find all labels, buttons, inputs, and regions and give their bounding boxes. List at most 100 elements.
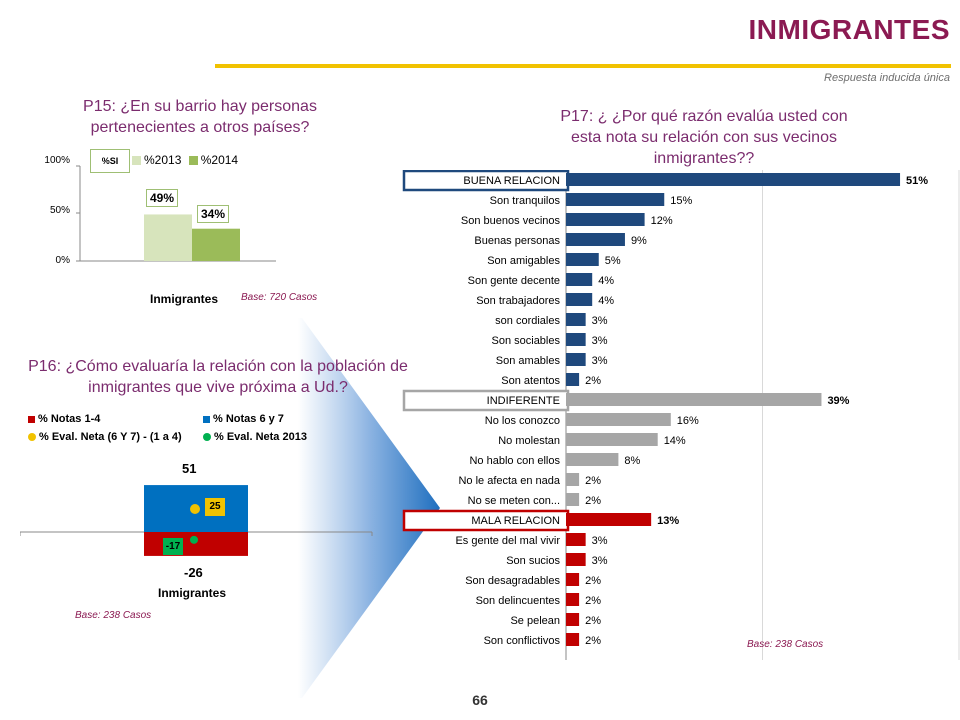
p17-value-label: 3% — [592, 315, 608, 327]
p17-category-label: No le afecta en nada — [458, 475, 560, 487]
p17-bar — [566, 353, 586, 366]
p15-si-badge: %SI — [90, 149, 130, 173]
p16-legend-neta: % Eval. Neta (6 Y 7) - (1 a 4) — [28, 431, 182, 443]
p17-value-label: 2% — [585, 595, 601, 607]
p17-value-label: 14% — [664, 435, 686, 447]
arrow-graphic — [298, 318, 440, 698]
p17-value-label: 12% — [651, 215, 673, 227]
p17-category-label: Es gente del mal vivir — [455, 535, 560, 547]
p15-chart — [76, 165, 276, 262]
p16-legend-notas14-label: % Notas 1-4 — [38, 413, 101, 425]
p17-value-label: 8% — [624, 455, 640, 467]
p16-legend-notas67: % Notas 6 y 7 — [203, 413, 284, 425]
p17-category-label: BUENA RELACION — [463, 175, 560, 187]
arrow-shape — [298, 318, 440, 698]
p17-category-label: Son amables — [496, 355, 561, 367]
page-title: INMIGRANTES — [748, 14, 950, 45]
p16-legend-neta2013-label: % Eval. Neta 2013 — [214, 431, 307, 443]
p15-ytick-50: 50% — [49, 205, 70, 216]
p17-value-label: 2% — [585, 635, 601, 647]
p17-value-label: 9% — [631, 235, 647, 247]
p17-category-label: Son desagradables — [465, 575, 560, 587]
p17-bar — [566, 633, 580, 646]
p16-x-label: Inmigrantes — [158, 586, 227, 600]
p16-legend-notas14: % Notas 1-4 — [28, 413, 100, 425]
p16-bottom-label: -26 — [184, 565, 203, 580]
p15-value-label-2013: 49% — [146, 189, 179, 207]
p17-category-label: Son buenos vecinos — [461, 215, 561, 227]
p15-legend-2013-label: %2013 — [144, 153, 182, 167]
p17-category-label: Son sucios — [506, 555, 560, 567]
p17-bar — [566, 213, 645, 226]
p17-category-label: Son conflictivos — [484, 635, 561, 647]
p16-dot-eval-neta-2013 — [190, 535, 198, 544]
p17-value-label: 3% — [592, 555, 608, 567]
p16-neta-label: 25 — [205, 498, 225, 516]
p17-value-label: 4% — [598, 295, 614, 307]
p17-bar — [566, 413, 671, 426]
p17-bar — [566, 373, 580, 386]
p15-base: Base: 720 Casos — [241, 292, 318, 303]
p17-bar — [566, 553, 586, 566]
p15-bar-2013 — [144, 214, 192, 261]
p16-legend-neta2013: % Eval. Neta 2013 — [203, 431, 307, 443]
p17-value-label: 2% — [585, 575, 601, 587]
p15-question: P15: ¿En su barrio hay personas pertenec… — [83, 98, 317, 136]
p17-value-label: 2% — [585, 375, 601, 387]
p17-category-label: Son delincuentes — [476, 595, 561, 607]
p16-legend-neta-label: % Eval. Neta (6 Y 7) - (1 a 4) — [39, 431, 182, 443]
p16-legend-notas67-swatch — [203, 415, 210, 423]
p17-bar — [566, 573, 580, 586]
p16-base: Base: 238 Casos — [75, 610, 152, 621]
p15-legend: %2013 %2014 — [132, 153, 238, 167]
p17-bar — [566, 473, 580, 486]
page-number: 66 — [472, 692, 488, 708]
p17-bar — [566, 193, 665, 206]
p15-bar-2014 — [192, 228, 240, 261]
p17-category-label: Buenas personas — [474, 235, 560, 247]
p17-value-label: 4% — [598, 275, 614, 287]
p15-legend-2014-label: %2014 — [200, 153, 239, 167]
p17-value-label: 5% — [605, 255, 621, 267]
p17-category-label: Se pelean — [510, 615, 560, 627]
p17-value-label: 2% — [585, 495, 601, 507]
p17-bar — [566, 293, 593, 306]
p17-bar — [566, 493, 580, 506]
p17-category-label: son cordiales — [495, 315, 560, 327]
p15-ytick-100: 100% — [44, 155, 70, 166]
title-underline — [215, 64, 951, 68]
p17-chart: BUENA RELACION 51% Son tranquilos 15% Son bu… — [402, 170, 960, 660]
p16-neta2013-label: -17 — [163, 538, 183, 555]
p17-value-label: 3% — [592, 355, 608, 367]
p15-legend-2013-swatch — [132, 156, 141, 166]
p17-base: Base: 238 Casos — [747, 639, 824, 650]
p17-bar — [566, 233, 625, 246]
p17-value-label: 16% — [677, 415, 699, 427]
p17-value-label: 13% — [657, 515, 679, 527]
p17-category-label: Son sociables — [492, 335, 561, 347]
p17-category-label: Son trabajadores — [476, 295, 560, 307]
p17-category-label: No molestan — [498, 435, 560, 447]
p15-x-label: Inmigrantes — [150, 292, 219, 306]
p16-top-label: 51 — [182, 461, 197, 476]
p17-bar — [566, 313, 586, 326]
p15-legend-2014-swatch — [188, 156, 198, 166]
p17-bar — [566, 333, 586, 346]
p17-value-label: 2% — [585, 475, 601, 487]
p17-bar — [566, 433, 658, 446]
p17-bar — [566, 613, 580, 626]
p16-dot-eval-neta — [190, 504, 200, 514]
p16-legend-notas14-swatch — [28, 415, 35, 423]
p17-category-label: MALA RELACION — [471, 515, 560, 527]
p17-value-label: 2% — [585, 615, 601, 627]
p17-bar — [566, 453, 619, 466]
p17-category-label: Son tranquilos — [490, 195, 561, 207]
p16-legend-neta-swatch — [28, 433, 36, 442]
p17-category-label: INDIFERENTE — [487, 395, 560, 407]
p17-value-label: 3% — [592, 335, 608, 347]
p17-category-label: No hablo con ellos — [469, 455, 560, 467]
p15-ytick-0: 0% — [55, 255, 70, 266]
p17-bar — [566, 253, 599, 266]
p17-value-label: 15% — [670, 195, 692, 207]
p17-value-label: 3% — [592, 535, 608, 547]
